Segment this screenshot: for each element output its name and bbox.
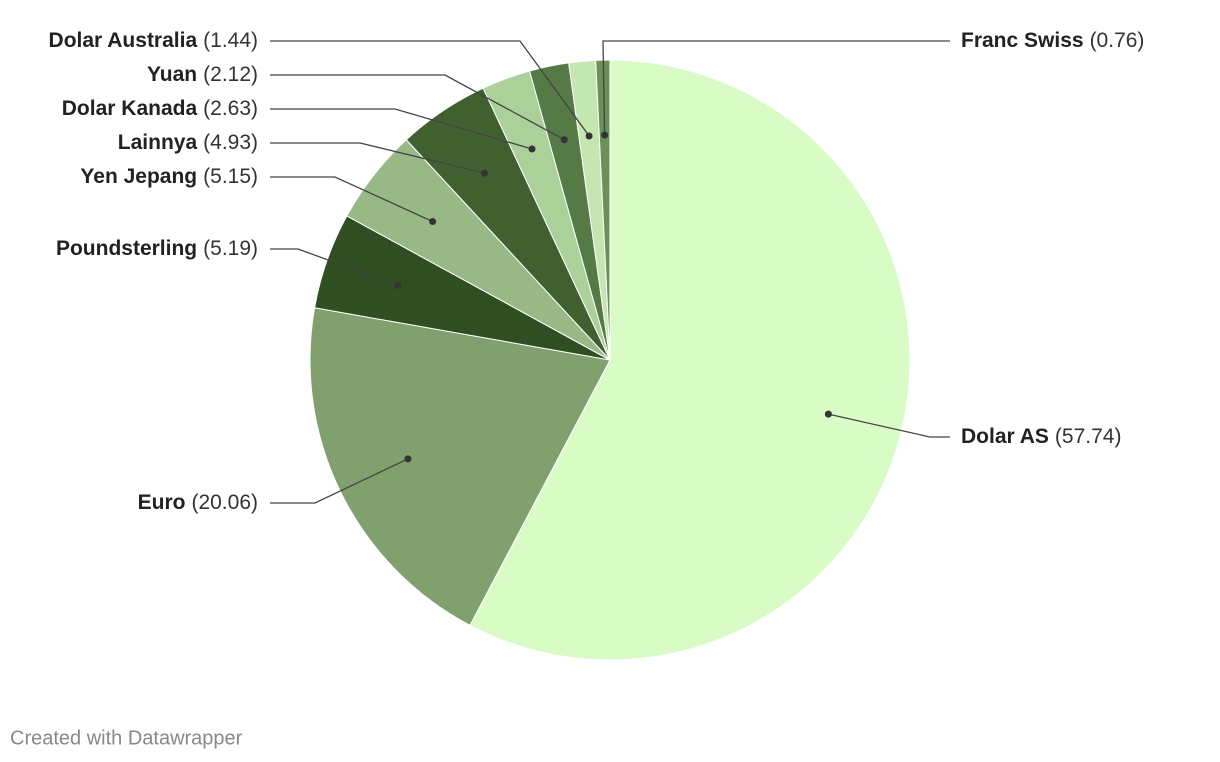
leader-dot bbox=[601, 131, 609, 139]
slice-value: (5.19) bbox=[203, 237, 258, 260]
leader-line bbox=[270, 458, 409, 504]
leader-line bbox=[270, 248, 398, 287]
slice-label: Yuan (2.12) bbox=[147, 63, 258, 86]
slice-name: Dolar AS bbox=[961, 425, 1049, 448]
slice-name: Yuan bbox=[147, 63, 197, 86]
pie-slice bbox=[469, 59, 911, 661]
slice-name: Dolar Kanada bbox=[62, 97, 198, 120]
slice-label: Euro (20.06) bbox=[138, 491, 258, 514]
slice-value: (2.63) bbox=[203, 97, 258, 120]
slice-name: Poundsterling bbox=[56, 237, 197, 260]
leader-dot bbox=[404, 455, 412, 463]
leader-line bbox=[270, 108, 533, 150]
slice-label: Poundsterling (5.19) bbox=[56, 237, 258, 260]
slice-name: Lainnya bbox=[118, 131, 198, 154]
leader-line bbox=[270, 142, 485, 174]
leader-dot bbox=[394, 281, 402, 289]
leader-line bbox=[270, 40, 590, 137]
slice-label: Dolar Australia (1.44) bbox=[49, 29, 258, 52]
slice-value: (2.12) bbox=[203, 63, 258, 86]
leader-dot bbox=[824, 410, 832, 418]
slice-label: Yen Jepang (5.15) bbox=[80, 165, 258, 188]
slice-name: Yen Jepang bbox=[80, 165, 197, 188]
slice-label: Franc Swiss (0.76) bbox=[961, 29, 1144, 52]
leader-line bbox=[270, 74, 565, 141]
leader-line bbox=[602, 40, 950, 136]
footer: Created with Datawrapper bbox=[10, 727, 243, 749]
leader-dot bbox=[429, 218, 437, 226]
leader-dot bbox=[481, 169, 489, 177]
leader-dot bbox=[585, 132, 593, 140]
leader-dot bbox=[560, 136, 568, 144]
pie-slice bbox=[309, 307, 611, 626]
leader-dot bbox=[528, 145, 536, 153]
leader-line bbox=[828, 413, 950, 438]
slice-label: Dolar AS (57.74) bbox=[961, 425, 1121, 448]
slice-value: (1.44) bbox=[203, 29, 258, 52]
slice-label: Dolar Kanada (2.63) bbox=[62, 97, 258, 120]
slice-value: (57.74) bbox=[1055, 425, 1122, 448]
slice-value: (5.15) bbox=[203, 165, 258, 188]
slice-name: Dolar Australia bbox=[49, 29, 198, 52]
slice-label: Lainnya (4.93) bbox=[118, 131, 258, 154]
slice-value: (0.76) bbox=[1090, 29, 1145, 52]
slice-name: Euro bbox=[138, 491, 186, 514]
slice-name: Franc Swiss bbox=[961, 29, 1084, 52]
slice-value: (20.06) bbox=[191, 491, 258, 514]
leader-line bbox=[270, 176, 433, 223]
slice-value: (4.93) bbox=[203, 131, 258, 154]
